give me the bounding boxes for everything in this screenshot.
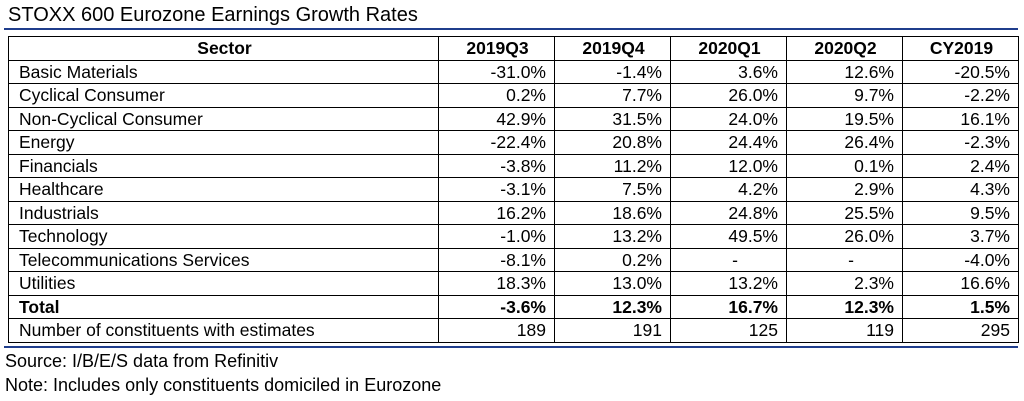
value-cell: 0.2% (438, 83, 555, 108)
table-row: Healthcare -3.1% 7.5% 4.2% 2.9% 4.3% (8, 177, 1019, 202)
value-cell: -4.0% (902, 247, 1019, 272)
value-cell: -31.0% (438, 59, 555, 84)
table-row: Technology -1.0% 13.2% 49.5% 26.0% 3.7% (8, 224, 1019, 249)
page-title: STOXX 600 Eurozone Earnings Growth Rates (8, 4, 418, 26)
title-rule (4, 28, 1018, 30)
total-value: 16.7% (670, 294, 787, 319)
sector-cell: Healthcare (8, 177, 439, 202)
value-cell: 24.0% (670, 106, 787, 131)
sector-cell: Energy (8, 130, 439, 155)
header-2020q2: 2020Q2 (786, 36, 903, 61)
value-cell: -1.0% (438, 224, 555, 249)
total-value: -3.6% (438, 294, 555, 319)
total-label: Total (8, 294, 439, 319)
total-value: 12.3% (786, 294, 903, 319)
value-cell: 31.5% (554, 106, 671, 131)
value-cell: 19.5% (786, 106, 903, 131)
value-cell: -1.4% (554, 59, 671, 84)
table-row: Basic Materials -31.0% -1.4% 3.6% 12.6% … (8, 59, 1019, 84)
table-row: Telecommunications Services -8.1% 0.2% -… (8, 247, 1019, 272)
value-cell: -3.8% (438, 153, 555, 178)
value-cell: -20.5% (902, 59, 1019, 84)
value-cell: 13.0% (554, 271, 671, 296)
value-cell: 7.7% (554, 83, 671, 108)
header-row: Sector 2019Q3 2019Q4 2020Q1 2020Q2 CY201… (8, 36, 1019, 61)
value-cell: 4.3% (902, 177, 1019, 202)
value-cell: 11.2% (554, 153, 671, 178)
sector-cell: Basic Materials (8, 59, 439, 84)
table-row: Utilities 18.3% 13.0% 13.2% 2.3% 16.6% (8, 271, 1019, 296)
constituents-value: 191 (554, 318, 671, 343)
value-cell: 0.2% (554, 247, 671, 272)
value-cell: 13.2% (670, 271, 787, 296)
value-cell: 25.5% (786, 200, 903, 225)
table-row: Financials -3.8% 11.2% 12.0% 0.1% 2.4% (8, 153, 1019, 178)
sector-cell: Telecommunications Services (8, 247, 439, 272)
earnings-table: Sector 2019Q3 2019Q4 2020Q1 2020Q2 CY201… (8, 36, 1019, 343)
total-row: Total -3.6% 12.3% 16.7% 12.3% 1.5% (8, 294, 1019, 319)
value-cell: - (786, 247, 903, 272)
total-value: 12.3% (554, 294, 671, 319)
total-value: 1.5% (902, 294, 1019, 319)
constituents-value: 119 (786, 318, 903, 343)
value-cell: - (670, 247, 787, 272)
value-cell: 26.0% (786, 224, 903, 249)
source-note: Source: I/B/E/S data from Refinitiv (5, 351, 279, 371)
constituents-value: 295 (902, 318, 1019, 343)
value-cell: 2.3% (786, 271, 903, 296)
value-cell: -2.2% (902, 83, 1019, 108)
value-cell: 0.1% (786, 153, 903, 178)
value-cell: 18.3% (438, 271, 555, 296)
table-row: Industrials 16.2% 18.6% 24.8% 25.5% 9.5% (8, 200, 1019, 225)
table-row: Cyclical Consumer 0.2% 7.7% 26.0% 9.7% -… (8, 83, 1019, 108)
value-cell: 12.6% (786, 59, 903, 84)
value-cell: 26.0% (670, 83, 787, 108)
value-cell: -8.1% (438, 247, 555, 272)
value-cell: -3.1% (438, 177, 555, 202)
constituents-row: Number of constituents with estimates 18… (8, 318, 1019, 343)
constituents-label: Number of constituents with estimates (8, 318, 439, 343)
value-cell: 42.9% (438, 106, 555, 131)
sector-cell: Utilities (8, 271, 439, 296)
sector-cell: Non-Cyclical Consumer (8, 106, 439, 131)
value-cell: 16.2% (438, 200, 555, 225)
value-cell: 16.1% (902, 106, 1019, 131)
value-cell: 3.6% (670, 59, 787, 84)
value-cell: 26.4% (786, 130, 903, 155)
value-cell: 2.9% (786, 177, 903, 202)
value-cell: 16.6% (902, 271, 1019, 296)
value-cell: 12.0% (670, 153, 787, 178)
header-2020q1: 2020Q1 (670, 36, 787, 61)
header-cy2019: CY2019 (902, 36, 1019, 61)
value-cell: 49.5% (670, 224, 787, 249)
header-2019q4: 2019Q4 (554, 36, 671, 61)
value-cell: 20.8% (554, 130, 671, 155)
value-cell: 3.7% (902, 224, 1019, 249)
header-2019q3: 2019Q3 (438, 36, 555, 61)
sector-cell: Cyclical Consumer (8, 83, 439, 108)
value-cell: 9.5% (902, 200, 1019, 225)
value-cell: 4.2% (670, 177, 787, 202)
value-cell: 18.6% (554, 200, 671, 225)
value-cell: -2.3% (902, 130, 1019, 155)
footer-rule (4, 346, 1018, 348)
value-cell: 24.4% (670, 130, 787, 155)
sector-cell: Financials (8, 153, 439, 178)
table-row: Non-Cyclical Consumer 42.9% 31.5% 24.0% … (8, 106, 1019, 131)
value-cell: 13.2% (554, 224, 671, 249)
value-cell: 7.5% (554, 177, 671, 202)
constituents-value: 125 (670, 318, 787, 343)
value-cell: 2.4% (902, 153, 1019, 178)
header-sector: Sector (8, 36, 439, 61)
table-header: Sector 2019Q3 2019Q4 2020Q1 2020Q2 CY201… (8, 36, 1019, 61)
value-cell: -22.4% (438, 130, 555, 155)
sector-cell: Industrials (8, 200, 439, 225)
table-row: Energy -22.4% 20.8% 24.4% 26.4% -2.3% (8, 130, 1019, 155)
table-body: Basic Materials -31.0% -1.4% 3.6% 12.6% … (8, 59, 1019, 343)
sector-cell: Technology (8, 224, 439, 249)
value-cell: 24.8% (670, 200, 787, 225)
value-cell: 9.7% (786, 83, 903, 108)
footnote: Note: Includes only constituents domicil… (5, 375, 442, 395)
constituents-value: 189 (438, 318, 555, 343)
